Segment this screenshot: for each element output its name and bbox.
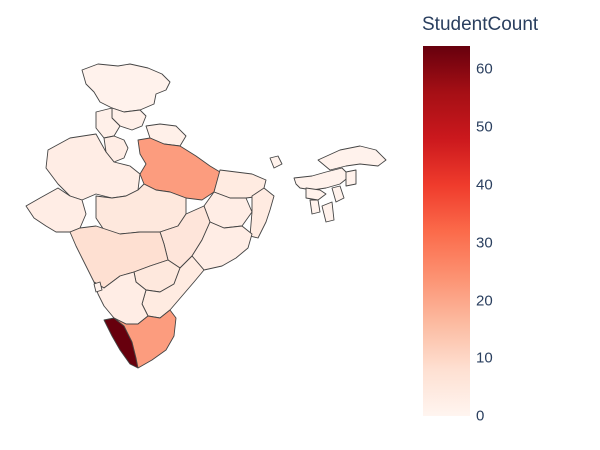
colorbar-tick-30: 30	[476, 234, 493, 252]
colorbar-tick-20: 20	[476, 292, 493, 310]
state-tripura[interactable]	[309, 199, 321, 215]
state-tamil-nadu[interactable]	[113, 309, 177, 369]
colorbar-gradient	[423, 46, 470, 416]
state-punjab[interactable]	[95, 107, 121, 139]
colorbar-tick-50: 50	[476, 118, 493, 136]
colorbar-tick-0: 0	[476, 407, 485, 425]
state-mizoram[interactable]	[321, 201, 335, 223]
colorbar-title: StudentCount	[422, 14, 539, 35]
state-sikkim[interactable]	[269, 155, 283, 169]
state-jammu-and-kashmir[interactable]	[81, 63, 171, 113]
state-west-bengal[interactable]	[249, 187, 275, 239]
state-gujarat[interactable]	[25, 187, 87, 233]
state-karnataka[interactable]	[93, 271, 149, 325]
state-meghalaya[interactable]	[305, 187, 327, 201]
state-arunachal-pradesh[interactable]	[317, 145, 387, 171]
state-manipur[interactable]	[331, 185, 345, 203]
state-uttar-pradesh[interactable]	[137, 137, 221, 201]
state-nagaland[interactable]	[345, 169, 357, 187]
colorbar-tick-40: 40	[476, 176, 493, 194]
colorbar-tick-60: 60	[476, 60, 493, 78]
colorbar-tick-10: 10	[476, 349, 493, 367]
state-assam[interactable]	[293, 167, 351, 191]
state-goa[interactable]	[93, 281, 103, 293]
